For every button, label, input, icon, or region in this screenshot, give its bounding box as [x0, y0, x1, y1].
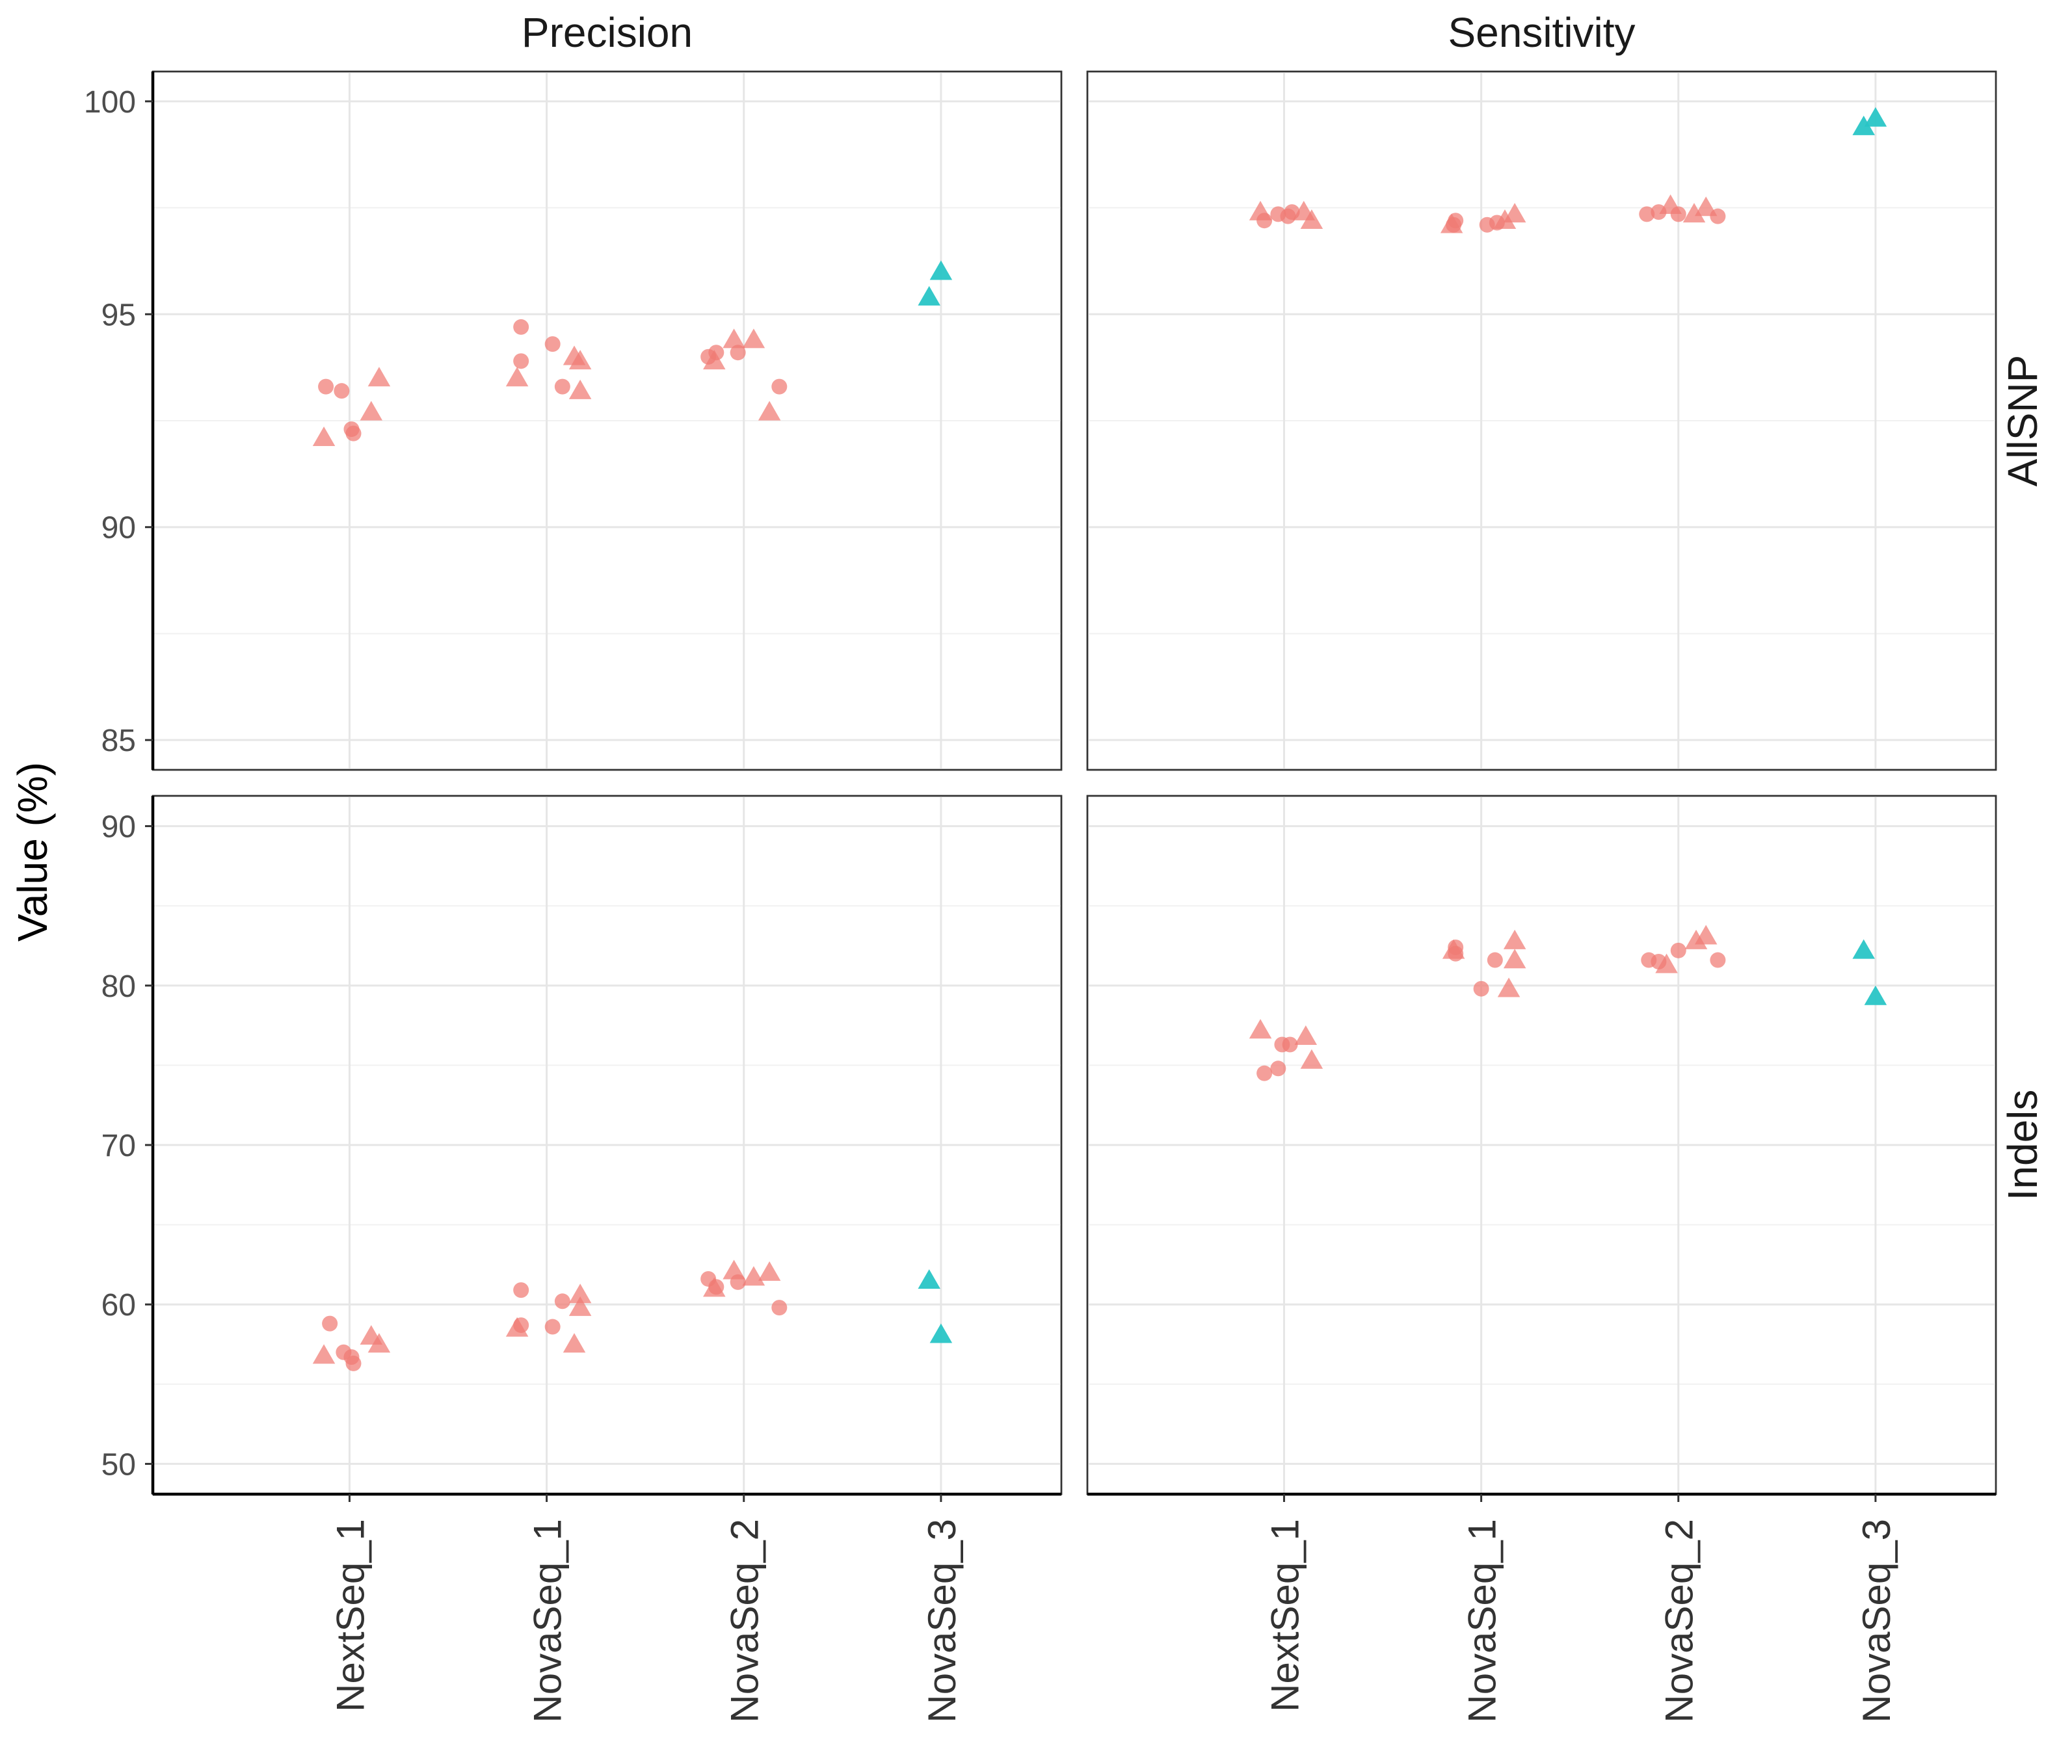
y-tick-label: 50 — [101, 1447, 136, 1482]
point-triangle — [1294, 1025, 1318, 1046]
point-triangle — [1440, 213, 1463, 233]
x-tick-label: NextSeq_1 — [328, 1519, 372, 1712]
point-triangle — [1503, 949, 1526, 969]
point-triangle — [1694, 925, 1718, 945]
point-triangle — [929, 260, 953, 280]
point-triangle — [1493, 209, 1517, 229]
point-circle — [318, 378, 334, 395]
point-triangle — [1300, 1049, 1323, 1069]
x-tick-label: NovaSeq_2 — [1658, 1519, 1701, 1723]
point-circle — [1670, 942, 1686, 958]
point-circle — [544, 1319, 561, 1335]
point-circle — [513, 353, 529, 369]
point-triangle — [1864, 985, 1887, 1005]
point-triangle — [1852, 115, 1875, 135]
point-triangle — [703, 350, 726, 370]
point-triangle — [1694, 196, 1718, 217]
point-triangle — [1249, 1019, 1272, 1039]
point-triangle — [918, 285, 940, 306]
point-triangle — [1442, 939, 1465, 959]
point-triangle — [918, 1269, 940, 1289]
point-triangle — [1852, 939, 1875, 959]
x-tick-label: NovaSeq_1 — [526, 1519, 570, 1723]
point-circle — [1270, 1060, 1286, 1077]
point-circle — [513, 1282, 529, 1298]
y-tick-label: 95 — [101, 298, 136, 332]
point-circle — [1473, 981, 1489, 997]
point-triangle — [1864, 107, 1887, 127]
x-tick-label: NovaSeq_2 — [723, 1519, 767, 1723]
point-circle — [1487, 952, 1503, 968]
point-triangle — [1503, 203, 1526, 223]
y-tick-label: 60 — [101, 1288, 136, 1323]
facet-label-indels: Indels — [1999, 1090, 2046, 1201]
point-triangle — [312, 1344, 336, 1364]
point-triangle — [723, 328, 745, 349]
point-triangle — [1682, 203, 1706, 223]
facet-label-precision: Precision — [522, 9, 693, 56]
y-tick-label: 70 — [101, 1129, 136, 1163]
point-triangle — [742, 328, 765, 349]
point-circle — [544, 336, 561, 352]
point-triangle — [367, 1333, 391, 1353]
point-circle — [554, 378, 570, 395]
point-circle — [322, 1315, 338, 1332]
point-circle — [1256, 1065, 1273, 1081]
x-tick-label: NovaSeq_3 — [1855, 1519, 1898, 1723]
point-triangle — [703, 1277, 726, 1297]
point-triangle — [929, 1323, 953, 1343]
point-circle — [1282, 1036, 1298, 1053]
y-tick-label: 85 — [101, 724, 136, 758]
point-circle — [771, 378, 788, 395]
point-circle — [513, 319, 529, 335]
y-axis-label: Value (%) — [9, 762, 56, 941]
point-circle — [771, 1300, 788, 1316]
point-triangle — [505, 1317, 529, 1337]
data-points — [312, 107, 1887, 1371]
panel-border — [1086, 70, 1997, 771]
facet-label-sensitivity: Sensitivity — [1448, 9, 1635, 56]
point-triangle — [563, 1333, 586, 1353]
point-triangle — [1300, 209, 1323, 229]
point-triangle — [1249, 200, 1272, 220]
point-triangle — [367, 367, 391, 387]
axes — [145, 72, 1996, 1502]
facet-label-allsnp: AllSNP — [1999, 355, 2046, 487]
point-circle — [1639, 206, 1655, 222]
point-circle — [345, 1355, 362, 1371]
x-tick-label: NovaSeq_3 — [920, 1519, 964, 1723]
point-circle — [730, 345, 746, 361]
point-circle — [334, 383, 350, 399]
point-triangle — [758, 1261, 781, 1281]
point-circle — [345, 425, 362, 441]
point-triangle — [1659, 194, 1682, 215]
point-triangle — [568, 379, 592, 399]
panel-backgrounds — [152, 70, 1997, 1495]
y-tick-label: 100 — [84, 85, 136, 120]
point-triangle — [505, 367, 529, 387]
point-circle — [1651, 204, 1667, 220]
point-circle — [554, 1293, 570, 1310]
point-triangle — [568, 350, 592, 370]
x-tick-label: NovaSeq_1 — [1461, 1519, 1504, 1723]
x-tick-label: NextSeq_1 — [1263, 1519, 1307, 1712]
point-triangle — [723, 1259, 745, 1280]
y-tick-label: 90 — [101, 810, 136, 845]
point-triangle — [568, 1296, 592, 1316]
point-circle — [1710, 952, 1726, 968]
gridlines — [153, 72, 1996, 1494]
y-tick-label: 90 — [101, 511, 136, 546]
point-triangle — [1655, 953, 1678, 973]
point-triangle — [360, 401, 383, 421]
point-triangle — [1497, 977, 1521, 997]
point-triangle — [1503, 929, 1526, 949]
labels: Value (%) 85 90 95 100 50 60 70 80 90 NextSeq_1 No… — [9, 9, 2046, 1723]
point-triangle — [568, 1284, 592, 1304]
point-triangle — [312, 426, 336, 446]
point-triangle — [758, 401, 781, 421]
y-tick-label: 80 — [101, 969, 136, 1004]
